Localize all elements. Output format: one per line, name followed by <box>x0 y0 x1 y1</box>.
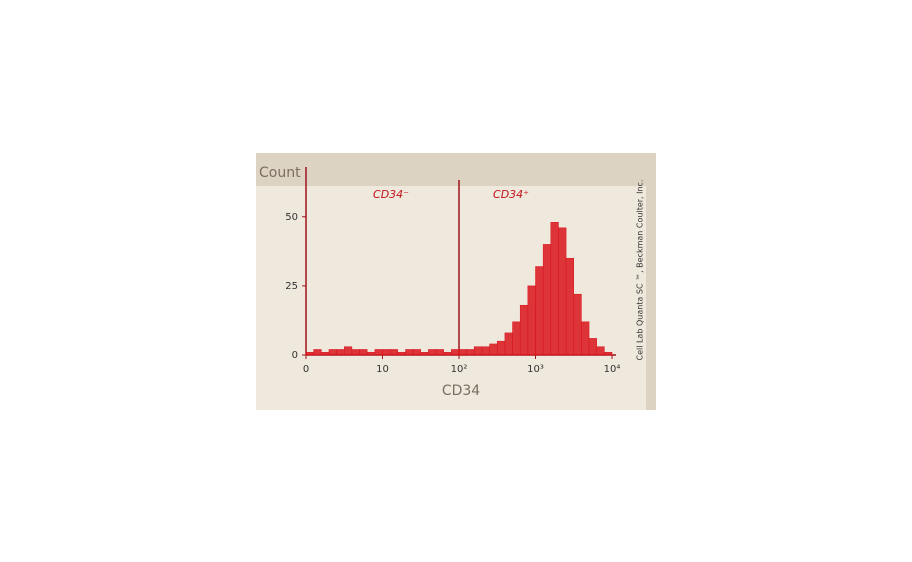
bar <box>389 349 398 356</box>
bar <box>596 346 605 356</box>
bar <box>565 257 574 356</box>
bar <box>550 222 559 356</box>
bar <box>412 349 421 356</box>
bar <box>351 349 360 356</box>
bar <box>604 351 613 356</box>
bar <box>496 340 506 356</box>
bar <box>443 351 452 356</box>
bar <box>558 227 567 356</box>
bar <box>527 285 536 356</box>
bar <box>305 351 314 356</box>
x-axis-label: CD34 <box>442 383 480 399</box>
bar <box>451 349 460 356</box>
y-axis-label: Count <box>259 165 301 181</box>
panel <box>256 153 656 410</box>
x-tick-label: 10² <box>451 364 468 375</box>
bar <box>336 349 345 356</box>
side-band <box>646 153 656 410</box>
bar <box>321 351 330 356</box>
bar <box>328 349 337 356</box>
bar <box>473 346 483 356</box>
y-tick-label: 50 <box>285 212 298 223</box>
bar <box>504 332 513 356</box>
header-band <box>256 153 656 186</box>
bar <box>344 346 353 356</box>
bar <box>405 349 414 356</box>
bar <box>588 338 597 356</box>
bar <box>512 321 521 356</box>
bar <box>428 349 437 356</box>
bar <box>382 349 391 356</box>
bar <box>581 321 590 356</box>
bar <box>519 304 529 356</box>
x-tick-label: 10⁴ <box>604 364 621 375</box>
bar <box>435 349 444 356</box>
bar <box>573 293 582 356</box>
annotation: CD34⁻ <box>373 188 409 201</box>
bar <box>481 346 490 356</box>
x-tick-label: 10 <box>376 364 389 375</box>
annotation: CD34⁺ <box>493 188 529 201</box>
bar <box>313 349 322 356</box>
x-tick-label: 10³ <box>527 364 544 375</box>
bar <box>489 343 498 356</box>
bar <box>374 349 383 356</box>
bar <box>366 351 376 356</box>
bar <box>542 244 552 356</box>
bar <box>420 351 429 356</box>
bar <box>458 349 467 356</box>
bar <box>535 266 544 356</box>
bar <box>397 351 406 356</box>
y-tick-label: 25 <box>285 281 298 292</box>
bar <box>359 349 368 356</box>
y-tick-label: 0 <box>292 350 298 361</box>
credit: Cell Lab Quanta SC ™, Beckman Coulter, I… <box>636 179 645 360</box>
x-tick-label: 0 <box>303 364 309 375</box>
bar <box>466 349 475 356</box>
